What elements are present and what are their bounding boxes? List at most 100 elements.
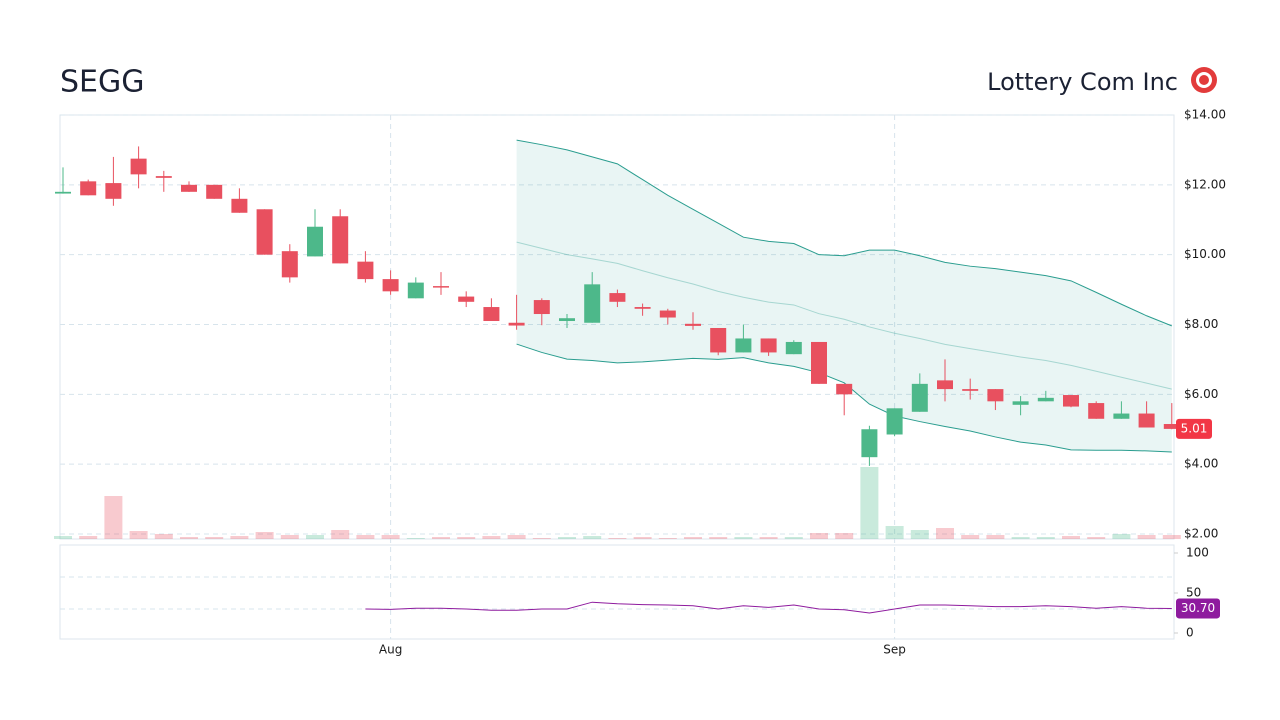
candle-body [760, 338, 777, 353]
volume-bar [835, 533, 854, 539]
candle-body [1163, 424, 1180, 429]
volume-bar [961, 535, 980, 539]
volume-bar [784, 537, 803, 539]
volume-bar [633, 537, 652, 539]
candle-body [458, 296, 475, 302]
candle-body [1063, 395, 1079, 407]
bollinger-upper [516, 139, 1172, 327]
candle-body [659, 310, 676, 318]
candle-body [584, 284, 601, 323]
candle-body [206, 184, 223, 199]
candle-body [155, 176, 172, 178]
volume-bar [255, 532, 274, 539]
y-tick-label: $8.00 [1184, 317, 1218, 331]
candle-body [181, 184, 197, 192]
volume-bar [180, 537, 198, 539]
y-tick-label: $6.00 [1184, 387, 1218, 401]
volume-bar [129, 531, 148, 539]
volume-bar [1011, 537, 1030, 539]
candle-body [533, 300, 550, 315]
candle-body [911, 383, 928, 412]
candle-body [559, 318, 575, 322]
y-tick-label: $4.00 [1184, 457, 1218, 471]
volume-bar [810, 533, 828, 539]
candle-body [1088, 403, 1105, 419]
candle-body [433, 286, 449, 288]
y-tick-label: $14.00 [1184, 108, 1226, 122]
candle-body [710, 327, 727, 353]
rsi-pane [59, 544, 1175, 640]
ticker-title: SEGG [60, 65, 145, 100]
volume-bar [583, 536, 602, 539]
last-price-label: 5.01 [1181, 421, 1208, 435]
volume-bar [608, 538, 627, 539]
rsi-value-box [1176, 598, 1220, 619]
candle-body [987, 389, 1004, 402]
y-tick-label: $12.00 [1184, 177, 1226, 191]
candle-body [1138, 413, 1155, 428]
volume-bar [709, 537, 728, 539]
candle-body [785, 341, 802, 355]
volume-bar [205, 537, 224, 539]
volume-bar [406, 538, 425, 539]
volume-bar [482, 536, 501, 539]
candle-body [307, 226, 323, 257]
volume-bar [1036, 537, 1055, 539]
candle-body [861, 429, 878, 458]
rsi-tick-label: 100 [1186, 546, 1209, 560]
candle-body [332, 216, 349, 264]
volume-bar [986, 535, 1005, 539]
last-price-box [1176, 418, 1212, 439]
volume-bar [558, 537, 576, 539]
volume-bar [356, 535, 375, 539]
candle-body [962, 389, 979, 391]
volume-bar [79, 536, 98, 539]
rsi-line [365, 601, 1172, 614]
volume-bar [734, 537, 753, 539]
volume-bar [1112, 534, 1131, 539]
candle-body [1037, 397, 1054, 402]
candle-body [836, 383, 853, 395]
volume-bar [54, 536, 72, 539]
candle-body [1012, 401, 1029, 405]
candle-body [130, 158, 147, 175]
candle-body [811, 341, 827, 384]
volume-bar [306, 535, 324, 539]
bollinger-lower [516, 343, 1172, 453]
candle-body [1113, 413, 1130, 419]
candle-body [508, 322, 525, 326]
volume-bar [684, 537, 702, 539]
volume-bar [658, 538, 677, 539]
candle-body [382, 279, 399, 292]
candle-body [634, 307, 651, 309]
rsi-value-label: 30.70 [1181, 601, 1215, 615]
volume-bar [154, 534, 173, 539]
candle-body [105, 183, 122, 199]
candle-body [231, 198, 248, 213]
x-tick-label: Sep [883, 643, 906, 657]
volume-bar [532, 538, 551, 539]
candle-body [886, 408, 903, 435]
candle-body [483, 307, 500, 322]
volume-bar [457, 537, 476, 539]
volume-bar [432, 537, 450, 539]
candle-body [407, 282, 424, 299]
volume-bar [331, 530, 350, 539]
x-tick-label: Aug [379, 643, 402, 657]
rsi-tick-label: 50 [1186, 586, 1201, 600]
price-pane [59, 114, 1175, 540]
volume-bar [507, 535, 526, 539]
volume-bar [381, 535, 400, 539]
volume-bar [1137, 535, 1156, 539]
candle-body [685, 323, 701, 326]
volume-bar [230, 536, 249, 539]
volume-bar [759, 537, 778, 539]
candle-body [937, 380, 953, 390]
bollinger-middle [516, 241, 1172, 390]
volume-bar [104, 496, 123, 539]
volume-bar [936, 528, 954, 539]
y-tick-label: $10.00 [1184, 247, 1226, 261]
volume-bar [280, 535, 299, 539]
candle-body [281, 251, 298, 278]
